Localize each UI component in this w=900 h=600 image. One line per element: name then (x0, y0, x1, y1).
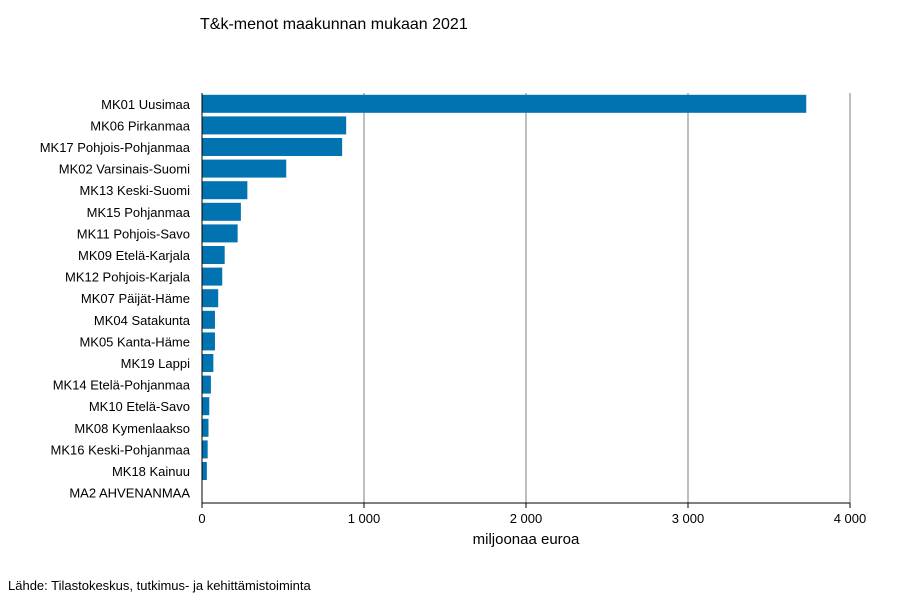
bar-8 (202, 267, 223, 286)
bar-16 (202, 440, 208, 459)
bar-6 (202, 224, 238, 243)
bar-4 (202, 181, 248, 200)
category-label: MK05 Kanta-Häme (79, 334, 190, 349)
bar-1 (202, 116, 347, 135)
bar-10 (202, 310, 215, 329)
category-label: MK07 Päijät-Häme (81, 291, 190, 306)
category-labels: MK01 Uusimaa MK06 Pirkanmaa MK17 Pohjois-P… (40, 97, 191, 501)
bar-12 (202, 354, 214, 372)
bar-7 (202, 246, 225, 264)
category-label: MK04 Satakunta (94, 313, 191, 328)
x-tick-label: 3 000 (672, 511, 705, 526)
x-axis: 0 1 000 2 000 3 000 4 000 (198, 93, 866, 526)
category-label: MK12 Pohjois-Karjala (65, 270, 191, 285)
category-label: MK06 Pirkanmaa (90, 118, 190, 133)
category-label: MK08 Kymenlaakso (74, 421, 190, 436)
x-tick-label: 1 000 (348, 511, 381, 526)
source-note: Lähde: Tilastokeskus, tutkimus- ja kehit… (8, 578, 311, 593)
category-label: MA2 AHVENANMAA (69, 486, 190, 501)
category-label: MK17 Pohjois-Pohjanmaa (40, 140, 191, 155)
x-axis-label: miljoonaa euroa (473, 531, 580, 548)
bar-11 (202, 332, 215, 351)
bar-13 (202, 375, 211, 394)
bar-0 (202, 94, 807, 113)
category-label: MK11 Pohjois-Savo (77, 226, 190, 241)
x-tick-label: 4 000 (834, 511, 867, 526)
category-label: MK01 Uusimaa (101, 97, 191, 112)
x-tick-label: 0 (198, 511, 205, 526)
x-tick-label: 2 000 (510, 511, 543, 526)
category-label: MK02 Varsinais-Suomi (59, 162, 190, 177)
bar-15 (202, 418, 209, 437)
bar-2 (202, 138, 343, 156)
bar-14 (202, 397, 210, 416)
category-label: MK14 Etelä-Pohjanmaa (53, 378, 191, 393)
bar-9 (202, 289, 219, 308)
category-label: MK19 Lappi (121, 356, 190, 371)
bar-5 (202, 202, 241, 221)
category-label: MK18 Kainuu (112, 464, 190, 479)
category-label: MK15 Pohjanmaa (87, 205, 191, 220)
bars (202, 94, 807, 502)
bar-17 (202, 462, 207, 480)
gridlines (363, 93, 851, 503)
category-label: MK16 Keski-Pohjanmaa (51, 442, 191, 457)
category-label: MK09 Etelä-Karjala (78, 248, 191, 263)
bar-3 (202, 159, 287, 178)
chart-title: T&k-menot maakunnan mukaan 2021 (200, 16, 468, 33)
category-label: MK13 Keski-Suomi (79, 183, 190, 198)
category-label: MK10 Etelä-Savo (89, 399, 190, 414)
